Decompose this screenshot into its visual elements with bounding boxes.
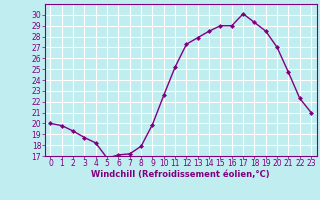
X-axis label: Windchill (Refroidissement éolien,°C): Windchill (Refroidissement éolien,°C) — [92, 170, 270, 179]
